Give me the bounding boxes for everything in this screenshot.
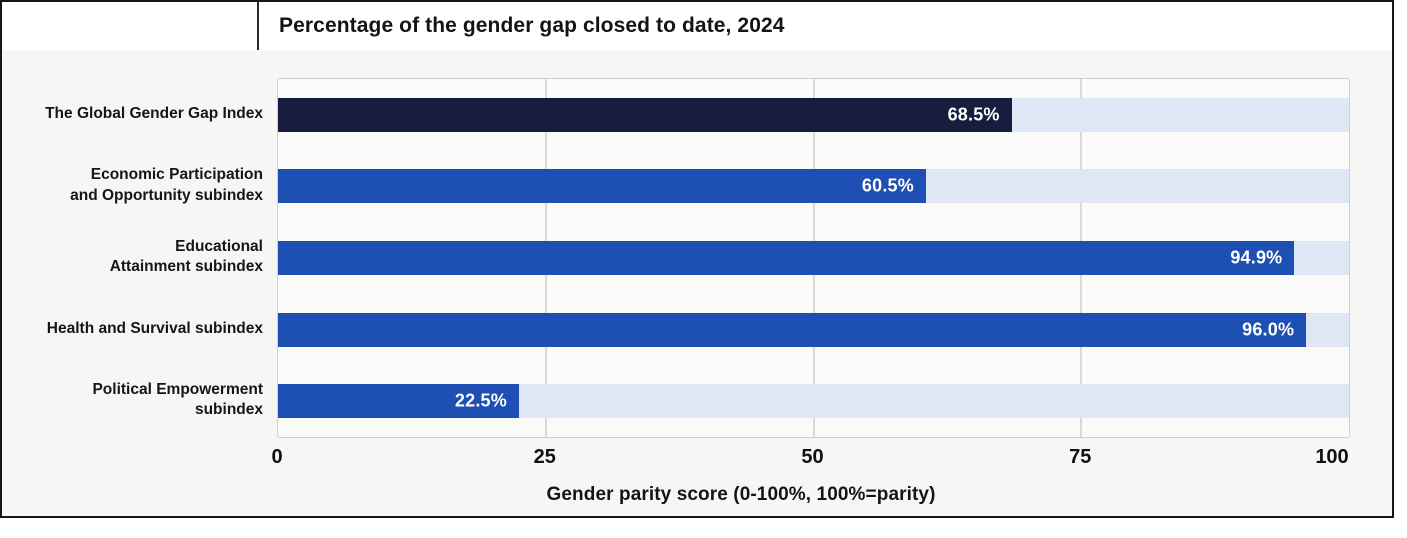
bar-value-label: 22.5% [454,390,507,411]
bar-4: 96.0% [278,312,1307,347]
bar-value-label: 68.5% [947,104,1000,125]
bar-value-label: 94.9% [1230,247,1283,268]
bar-track: 96.0% [278,312,1349,347]
bar-track: 60.5% [278,169,1349,204]
bar-1: 68.5% [278,97,1012,132]
category-label: Educational Attainment subindex [109,237,263,275]
chart-region: 68.5% 60.5% 94.9% 96.0% 22.5% The Global Gen… [2,50,1392,516]
bar-2: 60.5% [278,169,926,204]
bar-track: 22.5% [278,384,1349,419]
category-label: Health and Survival subindex [46,319,263,337]
x-tick-25: 25 [533,446,556,468]
bar-5: 22.5% [278,384,519,419]
x-tick-50: 50 [801,446,824,468]
chart-title: Percentage of the gender gap closed to d… [279,14,785,37]
bar-3: 94.9% [278,241,1295,275]
bar-value-label: 60.5% [861,175,914,196]
bar-track: 94.9% [278,241,1349,275]
category-label: Political Empowerment subindex [92,381,263,419]
chart-header: Percentage of the gender gap closed to d… [2,2,1392,51]
category-label: Economic Participation and Opportunity s… [70,166,263,204]
header-divider-line [257,2,259,51]
plot-area: 68.5% 60.5% 94.9% 96.0% 22.5% [277,78,1350,438]
x-tick-100: 100 [1315,446,1349,468]
bar-value-label: 96.0% [1242,319,1295,340]
x-tick-75: 75 [1069,446,1092,468]
category-label: The Global Gender Gap Index [45,104,263,122]
bar-track: 68.5% [278,97,1349,132]
chart-panel: Percentage of the gender gap closed to d… [0,0,1394,518]
x-axis-title: Gender parity score (0-100%, 100%=parity… [546,484,936,505]
x-tick-0: 0 [271,446,283,468]
